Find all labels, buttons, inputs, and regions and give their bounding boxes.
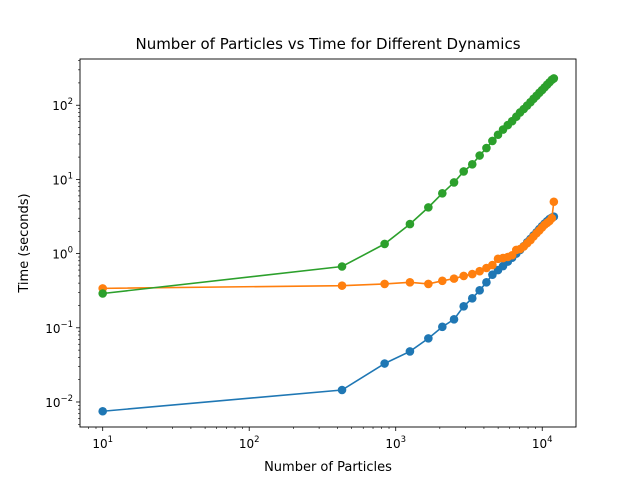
y-tick-label: 10−1 — [45, 320, 73, 336]
series-3-point — [459, 167, 468, 176]
x-tick-label: 102 — [239, 435, 260, 451]
y-tick-label: 100 — [52, 246, 73, 262]
series-1-point — [467, 293, 477, 303]
series-3-point — [98, 289, 107, 298]
series-3-point — [405, 219, 415, 229]
series-3-point — [482, 143, 491, 153]
chart-title: Number of Particles vs Time for Differen… — [135, 35, 520, 53]
series-2-point — [467, 269, 477, 279]
x-tick-label: 101 — [92, 435, 113, 451]
axes-frame — [79, 58, 577, 428]
series-3-point — [549, 74, 559, 83]
series-3-point — [438, 189, 447, 198]
series-3-point — [337, 262, 347, 271]
y-tick-label: 102 — [52, 97, 73, 113]
x-axis-label: Number of Particles — [264, 460, 392, 475]
series-1-point — [459, 301, 468, 311]
series-2-point — [475, 266, 484, 276]
series-2-point — [337, 281, 347, 290]
y-tick-label: 10−2 — [45, 394, 73, 410]
series-3-point — [475, 151, 484, 160]
series-3-point — [380, 239, 389, 249]
series-2-point — [459, 271, 468, 281]
series-3-point — [488, 136, 497, 146]
plot-area: 101 102 103 104 10−2 10−1 100 101 102 — [45, 58, 577, 451]
series-1-point — [438, 322, 447, 332]
series-2-point — [488, 260, 497, 270]
series-1-point — [380, 359, 389, 368]
series-1-point — [449, 315, 459, 324]
series-2-point — [449, 274, 459, 283]
series-1-point — [424, 334, 433, 343]
series-3-point — [449, 178, 459, 187]
series-2-point — [549, 197, 559, 207]
series-3-point — [467, 159, 477, 169]
series-1-point — [98, 406, 107, 416]
x-tick-label: 103 — [385, 435, 406, 451]
series-1-point — [475, 286, 484, 295]
x-tick-label: 104 — [532, 435, 553, 451]
y-tick-label: 101 — [52, 171, 73, 187]
y-axis-label: Time (seconds) — [17, 193, 32, 293]
series-1-point — [482, 278, 491, 287]
series-2-point — [380, 279, 389, 289]
series-1-point — [337, 385, 347, 395]
series-2-point — [547, 213, 557, 223]
series-3-point — [424, 203, 433, 212]
series-1-point — [405, 347, 415, 356]
series-2-point — [424, 279, 433, 289]
series-2-point — [405, 278, 415, 287]
series-2-point — [438, 276, 447, 286]
